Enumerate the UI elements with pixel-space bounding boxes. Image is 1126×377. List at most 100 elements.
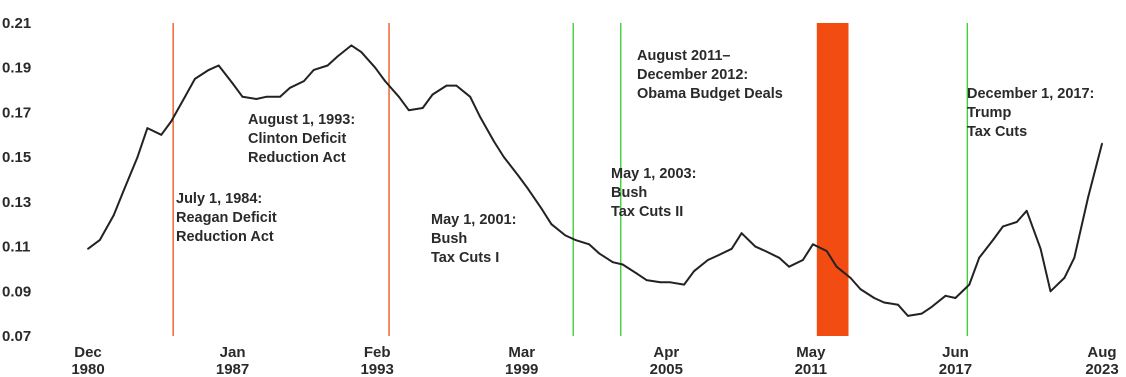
annotation-line: Bush (611, 185, 647, 201)
y-tick-label: 0.19 (2, 60, 31, 77)
data-point (873, 297, 876, 299)
y-tick-label: 0.21 (2, 15, 31, 32)
data-point (279, 95, 281, 98)
data-point (170, 120, 173, 123)
data-point (707, 259, 709, 261)
data-point (194, 78, 196, 80)
data-point (1073, 256, 1076, 259)
data-point (384, 80, 386, 82)
data-point (360, 51, 363, 53)
data-point (920, 312, 923, 315)
x-tick-year: 2005 (650, 361, 683, 377)
data-point (954, 297, 957, 299)
data-point (122, 189, 125, 192)
data-point (160, 133, 163, 136)
x-tick-year: 1987 (216, 361, 249, 377)
data-point (99, 239, 101, 241)
data-point (716, 254, 719, 257)
annotation-line: Trump (967, 105, 1011, 121)
annotation-obama: August 2011– December 2012: Obama Budget D… (637, 48, 783, 102)
event-layer (172, 23, 969, 336)
x-tick-month: Jun (942, 344, 969, 361)
annotation-line: Tax Cuts II (611, 204, 683, 220)
data-point (136, 156, 139, 159)
data-point (1063, 277, 1066, 279)
x-tick-year: 1993 (360, 361, 393, 377)
x-tick-year: 1999 (505, 361, 538, 377)
x-tick-month: Aug (1087, 344, 1116, 361)
data-point (493, 140, 495, 143)
data-point (398, 95, 400, 98)
data-point (207, 69, 210, 71)
annotation-line: July 1, 1984: (176, 191, 262, 207)
y-tick-label: 0.13 (2, 194, 31, 211)
data-point (683, 283, 685, 286)
data-point (1087, 196, 1089, 199)
data-point (897, 303, 899, 306)
data-point (992, 239, 994, 241)
annotation-line: December 1, 2017: (967, 86, 1094, 102)
data-point (588, 243, 590, 246)
annotation-bush1: May 1, 2001: Bush Tax Cuts I (431, 212, 516, 266)
data-point (635, 272, 638, 275)
data-point (669, 281, 672, 284)
x-tick-year: 2023 (1085, 361, 1118, 377)
x-tick-month: Feb (364, 344, 391, 361)
data-point (598, 252, 600, 255)
data-point (87, 247, 89, 250)
data-point (968, 283, 971, 286)
data-point (764, 250, 767, 252)
annotation-line: May 1, 2001: (431, 212, 516, 228)
data-point (469, 95, 472, 98)
y-tick-label: 0.15 (2, 149, 31, 166)
data-point (978, 256, 981, 259)
annotation-line: Reagan Deficit (176, 210, 277, 226)
data-point (693, 270, 695, 273)
data-point (859, 288, 862, 290)
data-point (445, 84, 448, 87)
annotation-trump: December 1, 2017: Trump Tax Cuts (967, 86, 1094, 140)
data-point (1101, 142, 1103, 145)
data-point (788, 265, 790, 268)
x-tick-month: Apr (653, 344, 679, 361)
data-point (312, 69, 315, 71)
data-point (730, 247, 733, 250)
x-tick-year: 2017 (939, 361, 972, 377)
y-tick-label: 0.17 (2, 104, 31, 121)
annotation-line: December 2012: (637, 67, 748, 83)
data-point (754, 245, 757, 248)
annotation-line: Clinton Deficit (248, 131, 346, 147)
annotation-line: Bush (431, 231, 467, 247)
data-point (431, 93, 434, 96)
data-point (374, 66, 377, 69)
data-point (265, 95, 268, 98)
annotation-reagan: July 1, 1984: Reagan Deficit Reduction Act (176, 191, 277, 245)
annotation-line: May 1, 2003: (611, 166, 696, 182)
data-point (740, 232, 743, 235)
data-point (350, 44, 353, 47)
annotation-layer: July 1, 1984: Reagan Deficit Reduction Act… (176, 48, 1094, 266)
data-point (1002, 225, 1004, 228)
annotation-line: Obama Budget Deals (637, 86, 783, 102)
x-tick-month: May (796, 344, 826, 361)
x-tick-month: Mar (508, 344, 535, 361)
data-point (645, 279, 648, 281)
data-point (526, 187, 529, 190)
data-point (574, 239, 577, 241)
data-point (146, 127, 149, 129)
data-point (516, 174, 519, 176)
data-point (231, 82, 234, 85)
data-point (241, 95, 244, 98)
y-tick-label: 0.07 (2, 328, 31, 345)
data-point (503, 156, 505, 159)
data-point (184, 95, 186, 98)
annotation-clinton: August 1, 1993: Clinton Deficit Reduction … (248, 112, 355, 166)
annotation-line: Reduction Act (248, 150, 346, 166)
data-point (835, 265, 838, 268)
data-point (540, 207, 543, 210)
data-point (479, 116, 481, 118)
data-point (930, 306, 933, 308)
data-point (1025, 209, 1028, 212)
series-line (87, 44, 1103, 317)
